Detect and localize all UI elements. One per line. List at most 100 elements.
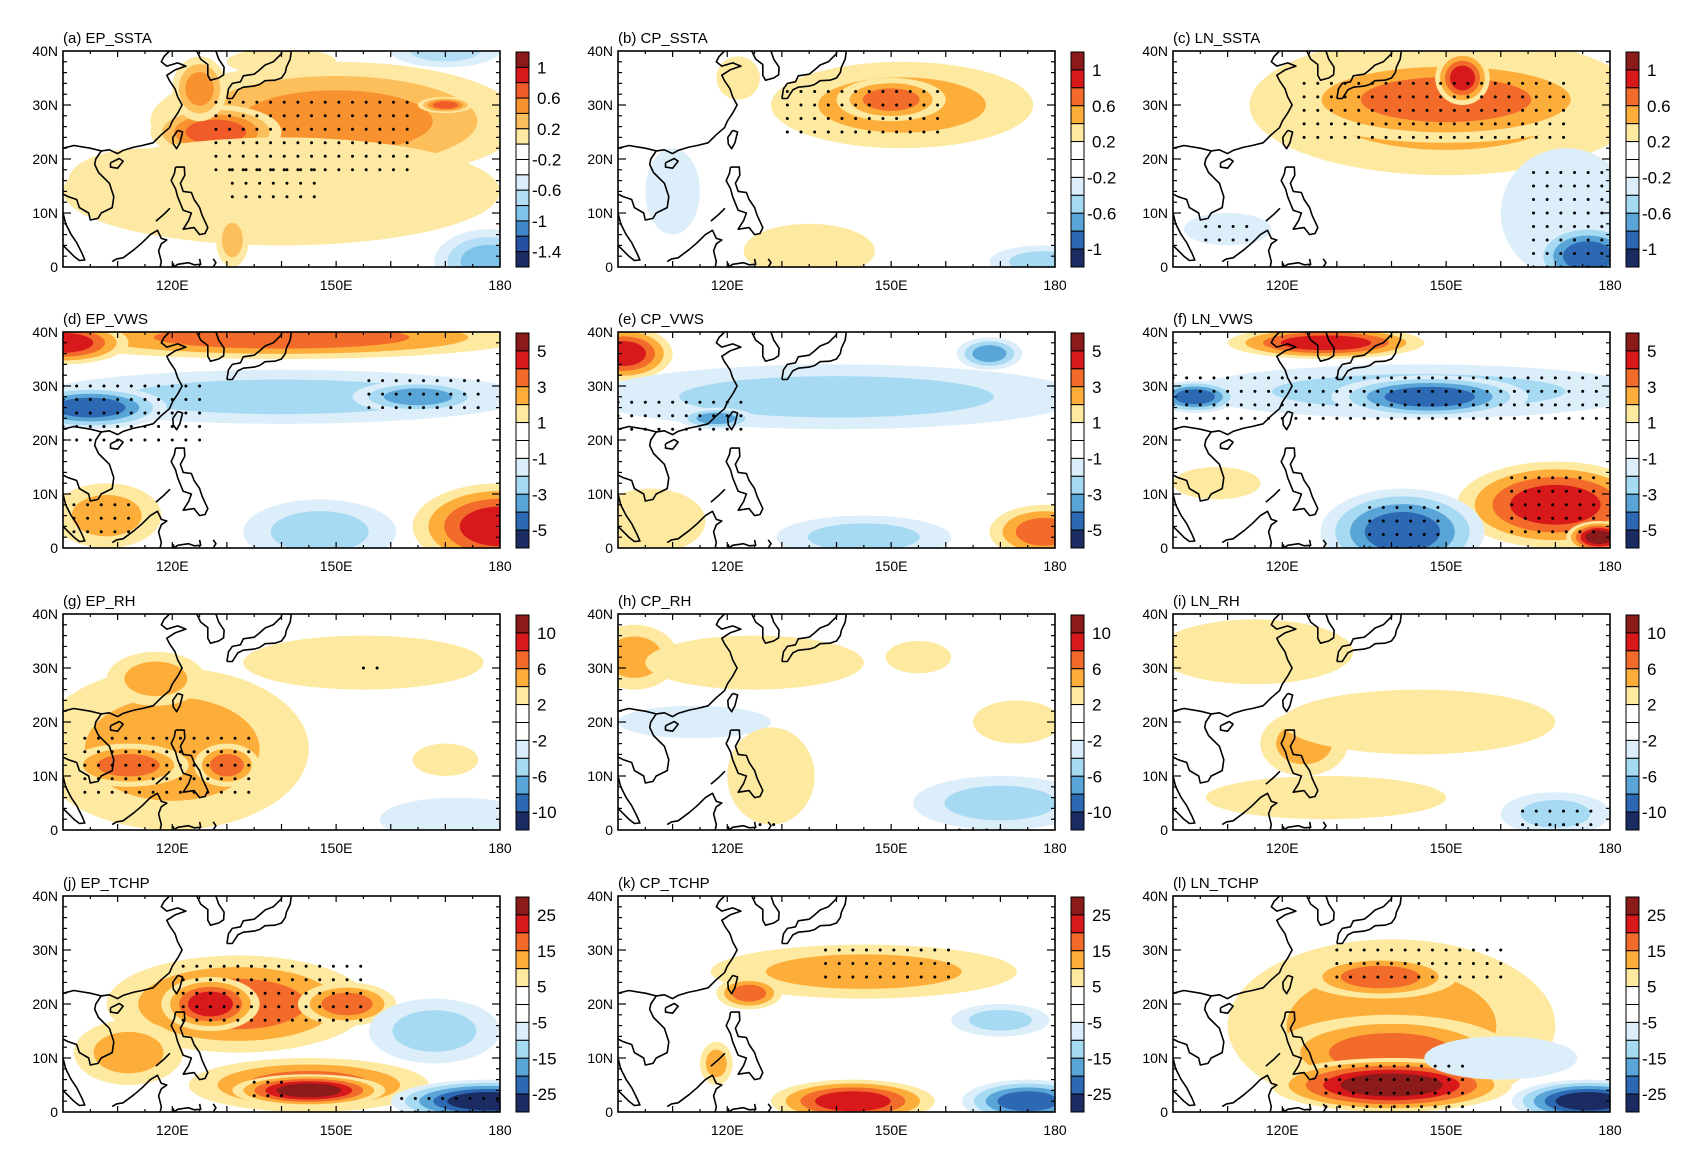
significance-dot xyxy=(1586,225,1590,228)
y-tick-label: 30N xyxy=(32,97,58,113)
significance-dot xyxy=(195,978,199,982)
colorbar-box xyxy=(1625,1039,1640,1059)
significance-dot xyxy=(1338,1064,1342,1068)
field xyxy=(618,332,1055,548)
coastline xyxy=(1336,896,1403,945)
colorbar-label: -5 xyxy=(1642,521,1657,540)
significance-dot xyxy=(351,114,355,118)
significance-dot xyxy=(323,168,327,172)
significance-dot xyxy=(840,130,844,134)
significance-dot xyxy=(1349,948,1353,952)
significance-dot xyxy=(1532,198,1536,201)
colorbar-label: -0.2 xyxy=(532,151,561,170)
significance-dot xyxy=(1471,376,1475,380)
significance-dot xyxy=(1439,81,1443,85)
significance-dot xyxy=(165,790,169,794)
y-tick-label: 20N xyxy=(32,151,58,167)
colorbar-box xyxy=(1070,950,1085,970)
significance-dot xyxy=(299,168,303,172)
colorbar-label: 2 xyxy=(1647,696,1656,715)
x-tick-label: 120E xyxy=(711,558,744,574)
significance-dot xyxy=(1523,516,1527,520)
significance-dot xyxy=(1559,225,1563,228)
significance-dot xyxy=(170,398,174,401)
contour-fill xyxy=(432,101,458,109)
coastline xyxy=(1322,539,1327,548)
significance-dot xyxy=(837,948,841,952)
significance-dot xyxy=(1466,122,1470,126)
significance-dot xyxy=(263,964,267,968)
colorbar-box xyxy=(1625,230,1640,250)
colorbar-label: -0.6 xyxy=(1087,204,1116,223)
y-tick-label: 10N xyxy=(1142,205,1168,221)
significance-dot xyxy=(1480,81,1484,85)
significance-dot xyxy=(1406,1091,1410,1095)
significance-dot xyxy=(1480,95,1484,99)
colorbar-box xyxy=(1070,914,1085,934)
significance-dot xyxy=(1600,184,1604,188)
coastline xyxy=(111,510,168,548)
coastline xyxy=(1336,332,1403,381)
colorbar-box xyxy=(515,1075,530,1095)
significance-dot xyxy=(1540,389,1544,393)
significance-dot xyxy=(1532,184,1536,188)
significance-dot xyxy=(1572,171,1576,174)
significance-dot xyxy=(1294,403,1298,407)
colorbar-box xyxy=(515,932,530,952)
significance-dot xyxy=(1392,1091,1396,1095)
colorbar-box xyxy=(1070,159,1085,178)
colorbar-box xyxy=(515,986,530,1005)
x-tick-label: 150E xyxy=(1430,1122,1463,1138)
significance-dot xyxy=(312,181,316,185)
significance-dot xyxy=(427,1097,431,1100)
significance-dot xyxy=(1411,108,1415,112)
significance-dot xyxy=(1362,975,1366,979)
significance-dot xyxy=(263,991,267,995)
significance-dot xyxy=(263,978,267,982)
significance-dot xyxy=(854,90,858,93)
significance-dot xyxy=(1466,135,1470,139)
colorbar-box xyxy=(515,475,530,495)
significance-dot xyxy=(1351,1078,1355,1082)
significance-dot xyxy=(1321,416,1325,420)
significance-dot xyxy=(1480,108,1484,112)
significance-dot xyxy=(1512,376,1516,380)
coastline xyxy=(101,332,187,436)
significance-dot xyxy=(269,114,273,118)
colorbar-box xyxy=(1070,350,1085,370)
significance-dot xyxy=(840,117,844,120)
significance-dot xyxy=(296,100,300,104)
coastline xyxy=(1173,425,1225,502)
significance-dot xyxy=(462,406,466,410)
significance-dot xyxy=(1390,975,1393,979)
field xyxy=(1173,896,1610,1112)
y-tick-label: 20N xyxy=(1142,432,1168,448)
significance-dot xyxy=(1444,376,1448,380)
x-tick-label: 180 xyxy=(1598,277,1622,293)
significance-dot xyxy=(236,964,240,968)
significance-dot xyxy=(86,503,90,507)
colorbar-box xyxy=(515,722,530,741)
colorbar-box xyxy=(1070,176,1085,196)
significance-dot xyxy=(1253,416,1257,420)
significance-dot xyxy=(1540,403,1544,407)
significance-dot xyxy=(1239,389,1243,393)
contour-fill xyxy=(972,345,1007,363)
colorbar-box xyxy=(515,128,530,145)
significance-dot xyxy=(1471,416,1475,420)
coastline xyxy=(1265,207,1281,222)
y-tick-label: 10N xyxy=(32,1050,58,1066)
significance-dot xyxy=(1526,389,1530,393)
colorbar-label: 1 xyxy=(1647,414,1656,433)
significance-dot xyxy=(102,384,106,388)
colorbar-box xyxy=(1070,422,1085,442)
coastline xyxy=(1282,129,1294,150)
significance-dot xyxy=(323,141,327,145)
significance-dot xyxy=(1458,975,1462,979)
significance-dot xyxy=(1422,533,1426,536)
significance-dot xyxy=(137,790,141,794)
significance-dot xyxy=(184,384,188,388)
colorbar-box xyxy=(1625,105,1640,125)
significance-dot xyxy=(170,384,174,388)
significance-dot xyxy=(1267,416,1271,420)
